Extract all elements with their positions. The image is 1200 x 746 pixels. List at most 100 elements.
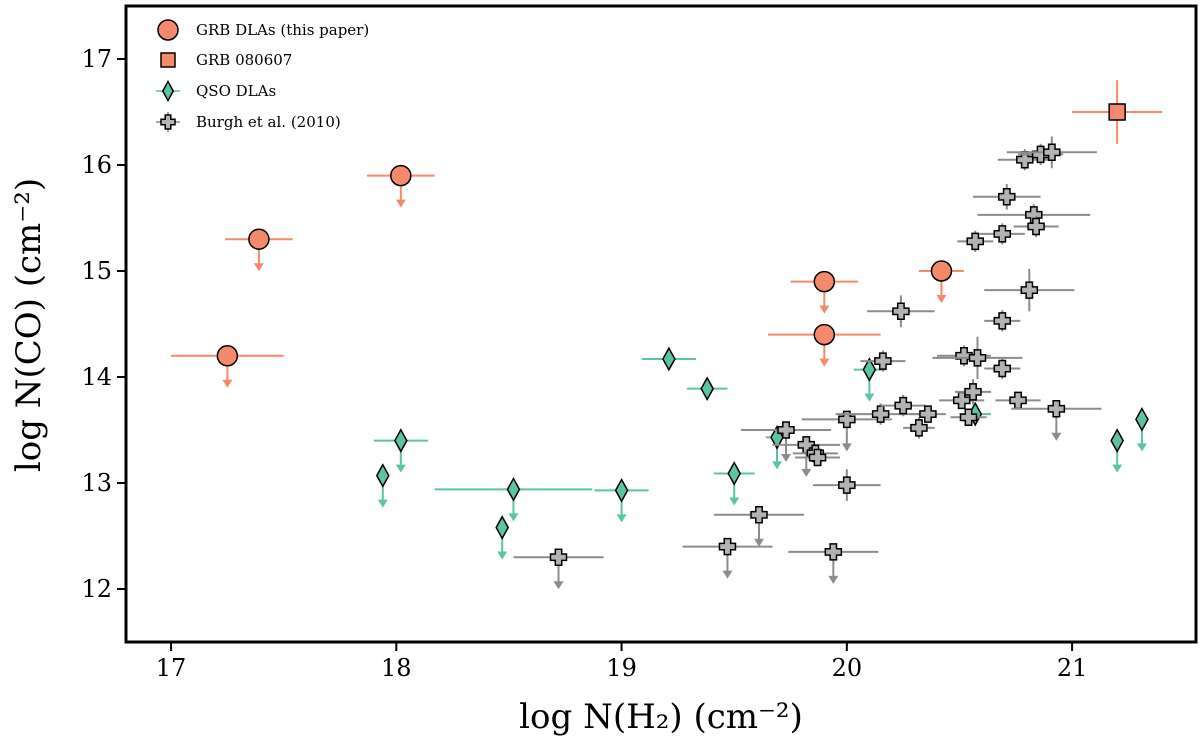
data-point (434, 477, 593, 522)
data-point (932, 336, 1023, 380)
diamond-marker (1110, 428, 1125, 453)
plus-marker (964, 383, 982, 401)
y-tick-label: 14 (81, 363, 112, 391)
square-marker (1108, 103, 1126, 121)
data-point (375, 463, 390, 508)
y-tick-label: 15 (81, 257, 112, 285)
upper-limit-arrow-icon (395, 199, 406, 208)
legend-label: GRB 080607 (196, 51, 292, 69)
upper-limit-arrow-icon (253, 263, 264, 272)
circle-marker (813, 323, 836, 346)
plus-marker (808, 448, 827, 467)
circle-marker (248, 228, 270, 250)
data-point (171, 345, 284, 388)
data-point (790, 270, 859, 314)
plus-marker (1047, 400, 1066, 418)
plot-frame (124, 4, 1198, 644)
data-point (903, 417, 935, 439)
upper-limit-arrow-icon (729, 497, 740, 506)
plus-marker (824, 543, 843, 561)
y-tick-label: 17 (81, 45, 112, 73)
data-point (995, 391, 1041, 410)
y-tick-label: 16 (81, 151, 112, 179)
x-tick-label: 19 (606, 654, 637, 682)
upper-limit-arrow-icon (819, 358, 830, 367)
plus-marker (993, 359, 1012, 378)
upper-limit-arrow-icon (722, 570, 733, 579)
plus-marker (838, 476, 856, 494)
upper-limit-arrow-icon (781, 454, 792, 462)
data-point (880, 395, 926, 417)
circle-marker (813, 270, 836, 293)
data-point (713, 506, 805, 547)
diamond-marker (1135, 407, 1149, 432)
plus-marker (1016, 150, 1034, 169)
plus-marker (993, 225, 1012, 243)
circle-marker (216, 345, 239, 367)
y-tick-label: 12 (81, 575, 112, 603)
data-point (950, 408, 987, 427)
data-point (1011, 400, 1102, 441)
plus-marker (959, 408, 978, 427)
data-point (768, 323, 881, 367)
legend-label: Burgh et al. (2010) (196, 113, 341, 131)
square-marker (160, 52, 176, 68)
legend-entry: Burgh et al. (2010) (156, 112, 341, 132)
data-point (984, 357, 1021, 380)
upper-limit-arrow-icon (553, 581, 564, 590)
diamond-marker (862, 357, 877, 382)
legend-entry: GRB 080607 (160, 51, 292, 69)
plus-marker (160, 114, 176, 130)
plus-marker (871, 405, 890, 423)
data-point (513, 548, 604, 590)
x-tick-label: 21 (1057, 654, 1088, 682)
legend-entry: QSO DLAs (156, 80, 276, 102)
y-axis-label: log N(CO) (cm⁻²) (9, 178, 49, 472)
data-point (740, 421, 832, 462)
data-point (813, 469, 881, 502)
diamond-marker (614, 478, 629, 503)
upper-limit-arrow-icon (753, 538, 764, 547)
plus-marker (874, 352, 892, 370)
plus-marker (718, 537, 737, 556)
data-point (984, 310, 1021, 332)
x-tick-label: 20 (832, 654, 863, 682)
upper-limit-arrow-icon (222, 379, 233, 388)
data-point (957, 230, 994, 252)
x-axis-label: log N(H₂) (cm⁻²) (519, 697, 803, 737)
diamond-marker (393, 428, 408, 453)
data-point (1006, 136, 1097, 169)
data-point (972, 184, 1041, 210)
circle-marker (930, 260, 953, 282)
x-tick-label: 18 (381, 654, 412, 682)
upper-limit-arrow-icon (801, 468, 812, 477)
data-point (367, 164, 435, 208)
plus-marker (919, 405, 937, 423)
legend-entry: GRB DLAs (this paper) (157, 19, 369, 41)
plus-marker (549, 548, 568, 566)
data-point (1013, 215, 1059, 238)
upper-limit-arrow-icon (841, 443, 852, 452)
legend-label: QSO DLAs (196, 82, 276, 100)
data-point (1135, 407, 1149, 452)
data-point (495, 515, 510, 560)
data-point (788, 543, 879, 584)
data-point (641, 346, 696, 372)
plus-marker (777, 421, 795, 439)
diamond-marker (662, 346, 676, 372)
diamond-marker (506, 477, 521, 502)
diamond-marker (161, 80, 175, 102)
upper-limit-arrow-icon (616, 514, 627, 523)
plus-marker (1020, 281, 1039, 299)
circle-marker (157, 19, 179, 41)
plus-marker (993, 312, 1012, 330)
data-point (373, 428, 428, 473)
upper-limit-arrow-icon (508, 513, 519, 522)
legend: GRB DLAs (this paper) GRB 080607 QSO DLAs B… (156, 19, 369, 132)
plus-marker (838, 410, 856, 429)
chart-marks (171, 80, 1163, 590)
upper-limit-arrow-icon (1112, 464, 1123, 473)
plus-marker (892, 302, 910, 321)
x-tick-label: 17 (156, 654, 187, 682)
upper-limit-arrow-icon (395, 464, 406, 473)
